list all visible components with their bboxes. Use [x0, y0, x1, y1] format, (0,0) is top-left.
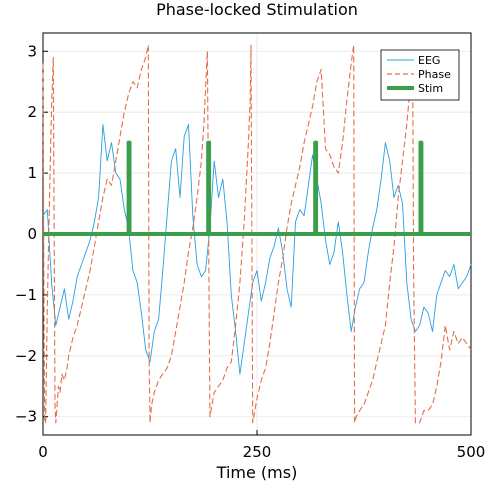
legend-label-phase: Phase	[418, 68, 451, 81]
x-axis-label: Time (ms)	[216, 463, 298, 482]
y-tick-label: 1	[27, 164, 37, 182]
series-line-eeg	[42, 123, 472, 375]
legend-box	[380, 49, 460, 101]
y-tick-label: 2	[27, 103, 37, 121]
y-tick-label: −1	[15, 286, 37, 304]
x-tick-label: 500	[457, 443, 486, 461]
x-tick-label: 250	[243, 443, 272, 461]
y-tick-label: 0	[27, 225, 37, 243]
legend-label-eeg: EEG	[418, 54, 440, 67]
x-tick-label: 0	[38, 443, 48, 461]
series-group	[42, 44, 472, 424]
x-axis-ticks: 0 250 500	[38, 430, 485, 461]
y-tick-label: −3	[15, 408, 37, 426]
series-line-stim	[43, 140, 471, 236]
y-tick-label: −2	[15, 347, 37, 365]
series-line-phase	[42, 44, 472, 424]
y-axis-ticks: −3 −2 −1 0 1 2 3	[15, 42, 48, 426]
chart-title: Phase-locked Stimulation	[156, 0, 358, 19]
legend-label-stim: Stim	[418, 82, 443, 95]
y-tick-label: 3	[27, 42, 37, 60]
